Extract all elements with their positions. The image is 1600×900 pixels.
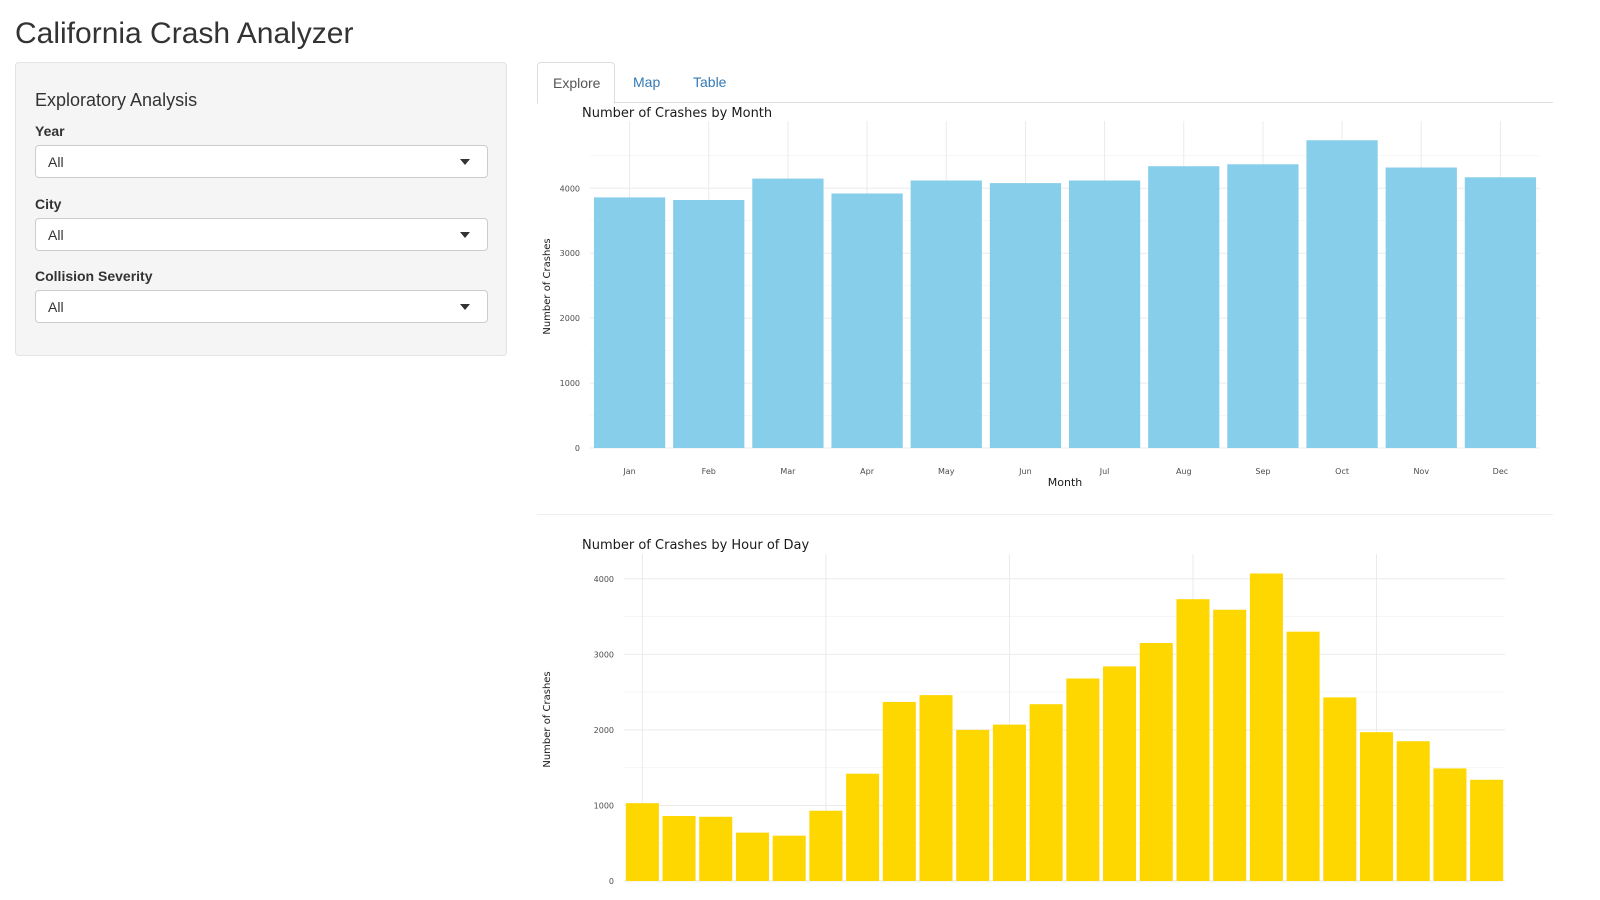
y-tick-label: 2000: [560, 314, 580, 323]
bar-2: [699, 816, 733, 881]
x-tick-label: Dec: [1493, 467, 1508, 476]
x-tick-label: Jun: [1018, 467, 1032, 476]
bar-Nov: [1385, 167, 1457, 448]
bar-23: [1470, 779, 1504, 881]
bar-20: [1360, 732, 1394, 881]
bar-4: [772, 835, 806, 881]
sidebar-panel: Exploratory Analysis Year All City All C…: [15, 62, 507, 356]
bar-Oct: [1306, 140, 1378, 448]
city-select-value: All: [48, 227, 64, 243]
bar-Feb: [673, 199, 745, 448]
bar-16: [1213, 609, 1247, 881]
collision-severity-select-value: All: [48, 299, 64, 315]
collision-severity-select[interactable]: All: [35, 290, 488, 323]
chart-title: Number of Crashes by Hour of Day: [582, 538, 809, 553]
x-tick-label: Jul: [1099, 467, 1110, 476]
x-tick-label: Jan: [622, 467, 635, 476]
bar-8: [919, 695, 953, 881]
y-tick-label: 3000: [560, 249, 580, 258]
bar-Dec: [1464, 177, 1537, 448]
y-tick-label: 4000: [560, 184, 580, 193]
bar-Sep: [1227, 164, 1299, 448]
bar-Jun: [989, 183, 1062, 448]
y-tick-label: 0: [609, 877, 614, 886]
chart-title: Number of Crashes by Month: [582, 106, 772, 121]
city-select[interactable]: All: [35, 218, 488, 251]
city-label: City: [35, 196, 62, 212]
x-axis-title: Month: [1048, 476, 1083, 489]
year-select-value: All: [48, 154, 64, 170]
year-select[interactable]: All: [35, 145, 488, 178]
month-chart: Number of Crashes by Month 0 1000 2000 3000 4…: [537, 103, 1553, 495]
tab-map[interactable]: Map: [633, 74, 661, 90]
bar-Jul: [1068, 180, 1141, 448]
plot-divider: [537, 514, 1553, 515]
bar-1: [662, 816, 696, 881]
caret-down-icon: [460, 304, 470, 310]
bar-17: [1249, 573, 1283, 881]
bar-14: [1139, 643, 1173, 881]
bar-15: [1176, 599, 1210, 881]
y-tick-label: 1000: [560, 379, 580, 388]
x-tick-label: May: [938, 467, 955, 476]
year-label: Year: [35, 123, 65, 139]
bar-6: [846, 773, 880, 881]
bar-11: [1029, 704, 1063, 881]
app-title: California Crash Analyzer: [15, 17, 354, 50]
bar-21: [1396, 741, 1430, 881]
bar-Aug: [1148, 166, 1220, 448]
bar-Jan: [593, 197, 666, 448]
hour-chart: Number of Crashes by Hour of Day 0 1000 200…: [537, 534, 1553, 900]
y-tick-label: 0: [575, 444, 580, 453]
hour-chart-svg: Number of Crashes by Hour of Day 0 1000 200…: [542, 538, 1505, 886]
x-tick-label: Nov: [1413, 467, 1429, 476]
y-tick-label: 4000: [594, 575, 614, 584]
bar-5: [809, 810, 843, 881]
y-tick-label: 3000: [594, 650, 614, 659]
x-tick-label: Feb: [702, 467, 716, 476]
tab-explore[interactable]: Explore: [537, 62, 615, 104]
bar-Mar: [752, 178, 824, 448]
y-axis-title: Number of Crashes: [542, 671, 553, 767]
y-axis-title: Number of Crashes: [542, 238, 553, 334]
caret-down-icon: [460, 232, 470, 238]
y-tick-label: 1000: [594, 801, 614, 810]
x-tick-label: Apr: [860, 467, 875, 476]
bar-10: [992, 724, 1026, 881]
bar-7: [882, 701, 916, 881]
x-tick-label: Mar: [780, 467, 796, 476]
bar-18: [1286, 631, 1320, 881]
bar-0: [625, 803, 659, 881]
y-tick-label: 2000: [594, 726, 614, 735]
bar-3: [735, 832, 769, 881]
tab-bar: Explore Map Table: [537, 62, 1553, 104]
bar-22: [1433, 768, 1467, 881]
bar-19: [1323, 697, 1357, 881]
bar-9: [956, 729, 990, 881]
bar-May: [910, 180, 982, 448]
bar-13: [1103, 666, 1137, 881]
x-tick-label: Sep: [1255, 467, 1270, 476]
caret-down-icon: [460, 159, 470, 165]
bar-Apr: [831, 193, 903, 448]
x-tick-label: Aug: [1176, 467, 1192, 476]
bar-12: [1066, 678, 1100, 881]
sidebar-heading: Exploratory Analysis: [35, 90, 198, 110]
x-tick-label: Oct: [1335, 467, 1349, 476]
tab-table[interactable]: Table: [693, 74, 727, 90]
collision-severity-label: Collision Severity: [35, 268, 153, 284]
month-chart-svg: Number of Crashes by Month 0 1000 2000 3000 4…: [542, 106, 1540, 489]
